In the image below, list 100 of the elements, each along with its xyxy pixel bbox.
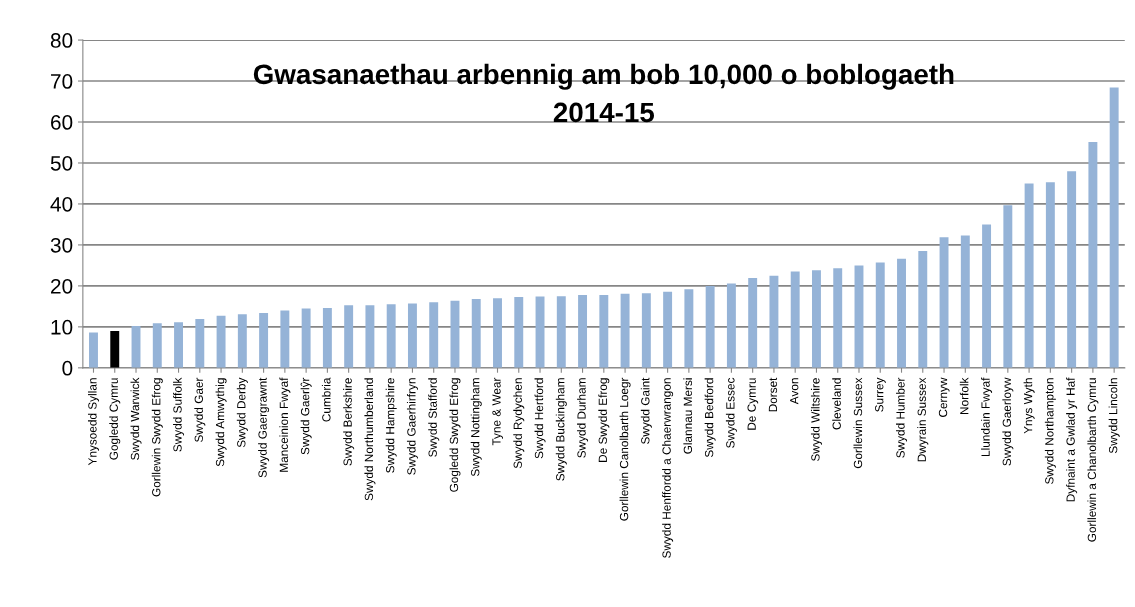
x-tick-label: Swydd Bedford: [704, 378, 716, 458]
x-tick-label: Swydd Suffolk: [173, 377, 185, 452]
bar: [790, 271, 800, 368]
x-tick-label: Ynys Wyth: [1023, 378, 1035, 434]
bar: [939, 237, 949, 368]
x-tick-label: Swydd Lincoln: [1108, 378, 1120, 454]
x-tick-label: Swydd Henffordd a Chaerwrangon: [662, 378, 674, 558]
bar: [1003, 205, 1013, 368]
x-tick-label: Swydd Wiltshire: [810, 378, 822, 461]
x-tick-label: Swydd Hampshire: [385, 378, 397, 473]
x-tick-label: Tyne & Wear: [492, 377, 503, 446]
bar: [493, 298, 502, 368]
x-tick-label: Avon: [790, 378, 799, 405]
x-tick-label: De Cymru: [747, 378, 759, 430]
bar: [259, 312, 269, 368]
text: Gwasanaethau arbennig am bob 10,000 o boblogaeth 2014-15: [253, 63, 954, 123]
y-tick-label: 70: [51, 74, 73, 89]
x-tick-label: Cumbria: [321, 377, 331, 422]
x-tick-label: Surrey: [875, 377, 886, 412]
bar: [641, 293, 651, 368]
x-tick-label: Dorset: [768, 377, 778, 412]
y-tick-label: 60: [51, 115, 73, 130]
x-tick-label: Ynysoedd Syllan: [87, 378, 99, 466]
bar: [1067, 171, 1077, 368]
bar: [1024, 183, 1034, 368]
x-tick-label: De Swydd Efrog: [598, 378, 610, 462]
bar: [1109, 87, 1119, 368]
y-tick-label: 50: [50, 155, 73, 171]
bar: [833, 268, 843, 368]
x-tick-label: Gorllewin Canolbarth Loegr: [619, 377, 631, 521]
bar: [748, 278, 758, 368]
bar: [769, 275, 779, 368]
x-tick-label: Swydd Nottingham: [470, 378, 482, 477]
x-tick-label: Swydd Durham: [577, 378, 589, 458]
x-tick-label: Swydd Hertford: [534, 378, 546, 459]
x-tick-label: Swydd Gaerhirfryn: [406, 378, 418, 475]
x-tick-label: Dwyrain Sussex: [917, 377, 929, 462]
bar: [195, 319, 205, 368]
bar: [365, 305, 375, 368]
x-tick-label: Swydd Rydychen: [513, 378, 525, 469]
bar: [811, 270, 821, 368]
bar: [471, 299, 481, 368]
y-tick-label: 80: [50, 33, 73, 48]
bar: [578, 294, 588, 368]
x-tick-label: Swydd Gaerlŷr: [300, 377, 312, 455]
bar: [301, 308, 311, 368]
y-tick-label: 20: [51, 278, 73, 294]
x-tick-label: Swydd Gaerloyw: [1002, 377, 1014, 466]
bar: [663, 291, 673, 368]
bar: [705, 285, 715, 368]
x-tick-label: Cernyw: [938, 377, 950, 417]
bar: [982, 224, 992, 368]
x-tick-label: Swydd Stafford: [428, 378, 440, 457]
y-tick-label: 0: [62, 360, 73, 376]
bar: [726, 283, 736, 368]
x-tick-label: Dyfnaint a Gwlad yr Haf: [1066, 377, 1078, 502]
x-tick-label: Swydd Berkshire: [343, 378, 355, 466]
x-tick-label: Gorllewin Sussex: [853, 377, 863, 469]
x-tick-label: Swydd Derby: [236, 377, 248, 448]
bar: [386, 304, 396, 368]
x-tick-label: Gorllewin a Chanolbarth Cymru: [1087, 378, 1099, 542]
bar: [556, 296, 566, 368]
bar: [599, 294, 609, 368]
bar: [237, 314, 247, 368]
x-tick-label: Gogledd Swydd Efrog: [449, 378, 461, 492]
x-tick-label: Swydd Buckingham: [555, 378, 567, 481]
x-tick-label: Glannau Mersi: [683, 378, 693, 454]
bar: [322, 308, 332, 368]
x-tick-label: Manceinion Fwyaf: [279, 377, 291, 472]
bar: [620, 293, 630, 368]
x-tick-label: Cleveland: [832, 378, 841, 430]
x-tick-label: Swydd Humber: [896, 377, 908, 458]
x-tick-label: Swydd Gaer: [194, 377, 206, 442]
bar: [407, 303, 417, 368]
bar: [875, 262, 885, 368]
bar: [429, 302, 439, 368]
x-tick-label: Llundain Fwyaf: [981, 377, 993, 456]
x-tick-label: Gogledd Cymru: [109, 378, 121, 460]
bar: [1045, 182, 1055, 368]
bar: [918, 251, 928, 368]
bar: [216, 315, 226, 368]
y-tick-label: 30: [50, 237, 73, 253]
x-tick-label: Swydd Warwick: [130, 377, 142, 460]
bar: [960, 235, 970, 368]
x-tick-label: Swydd Gaint: [640, 377, 652, 444]
bar: [152, 323, 162, 368]
bar: [344, 305, 354, 368]
x-tick-label: Gorllewin Swydd Efrog: [151, 378, 163, 497]
x-tick-label: Swydd Essec: [725, 377, 737, 448]
bar: [174, 322, 184, 368]
bar: [897, 258, 906, 368]
bar: [280, 310, 290, 368]
x-tick-label: Swydd Amwythig: [215, 378, 227, 467]
x-tick-label: Swydd Northumberland: [364, 378, 376, 501]
y-tick-label: 40: [50, 196, 73, 212]
y-tick-label: 10: [51, 319, 73, 335]
bar: [89, 332, 98, 368]
bar: [684, 289, 694, 368]
x-tick-label: Swydd Gaergrawnt: [258, 377, 270, 478]
bar: [514, 296, 524, 368]
